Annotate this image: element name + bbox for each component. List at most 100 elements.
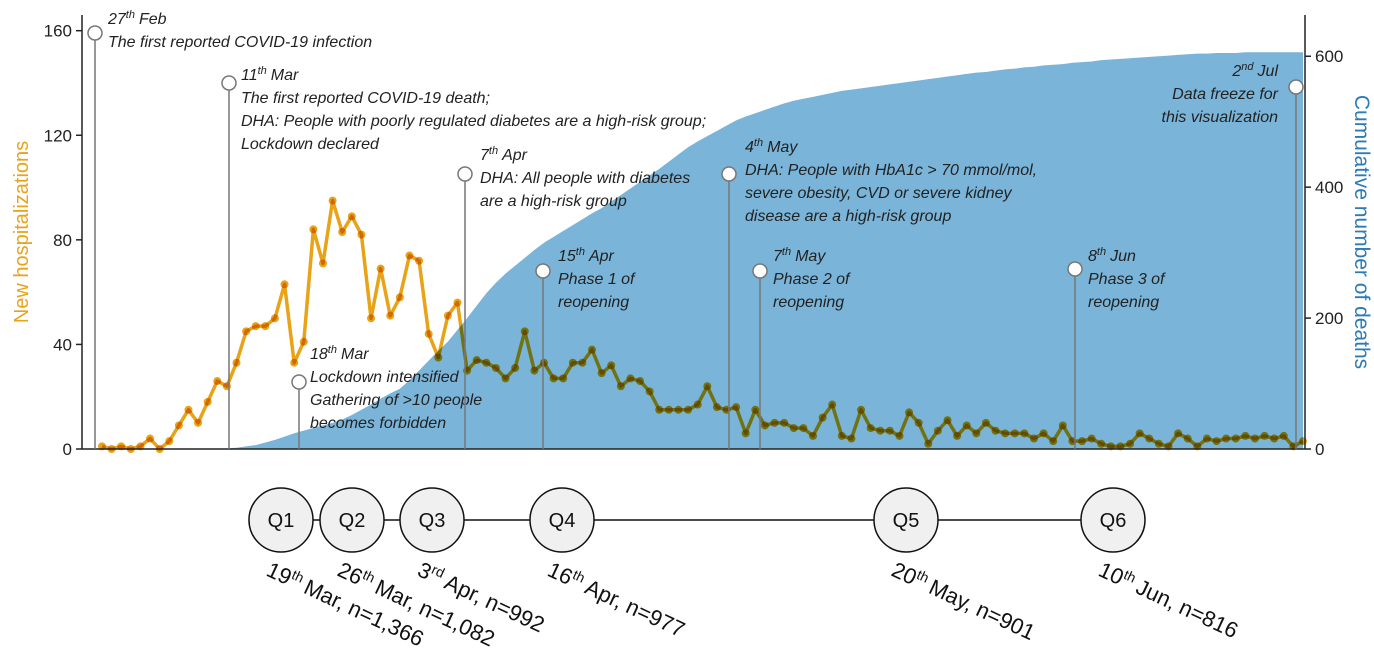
annotation-text: reopening: [558, 294, 629, 311]
annotation-month: Apr: [501, 147, 528, 164]
annotation-pin: [1288, 79, 1304, 95]
quarter-date: 20thMay, n=901: [888, 556, 1040, 645]
quarter-day: 20: [888, 557, 921, 590]
annotation-pin: [535, 263, 551, 279]
annotation-text: Phase 2 of: [773, 271, 851, 288]
hospitalization-point: [578, 358, 587, 367]
annotation-text: reopening: [1088, 294, 1159, 311]
hospitalization-point: [597, 369, 606, 378]
hospitalization-point: [770, 418, 779, 427]
hospitalization-point: [962, 421, 971, 430]
quarter-date: 16thApr, n=977: [544, 556, 689, 642]
y2-axis-title: Cumulative number of deaths: [1350, 95, 1373, 369]
hospitalization-point: [953, 431, 962, 440]
hospitalization-point: [395, 293, 404, 302]
annotation-text: Lockdown declared: [241, 136, 380, 153]
hospitalization-point: [1222, 434, 1231, 443]
hospitalization-point: [328, 196, 337, 205]
quarter-name: Q3: [419, 510, 446, 532]
annotation-text: this visualization: [1162, 109, 1279, 126]
hospitalization-point: [338, 228, 347, 236]
hospitalization-point: [203, 397, 212, 406]
hospitalization-point: [443, 311, 452, 320]
hospitalization-point: [367, 314, 376, 323]
y2-tick-label: 0: [1315, 440, 1324, 459]
hospitalization-point: [1279, 431, 1288, 440]
hospitalization-point: [1260, 431, 1269, 440]
annotation-pin: [752, 263, 768, 279]
annotation-text: DHA: People with HbA1c > 70 mmol/mol,: [745, 162, 1037, 179]
hospitalization-point: [732, 403, 741, 412]
hospitalization-point: [1250, 434, 1259, 443]
y2-tick-label: 400: [1315, 178, 1343, 197]
hospitalization-point: [1049, 437, 1058, 446]
hospitalization-point: [857, 405, 866, 414]
annotation-text: DHA: All people with diabetes: [480, 170, 690, 187]
annotation-day: 11: [241, 67, 258, 84]
annotation-day: 2: [1231, 63, 1241, 80]
quarter-day: 19: [263, 557, 296, 590]
annotation-day: 8: [1088, 248, 1097, 265]
quarter-text: May, n=901: [925, 574, 1039, 645]
annotation-text: are a high-risk group: [480, 193, 627, 210]
annotation-text: Lockdown intensified: [310, 369, 460, 386]
hospitalization-point: [376, 264, 385, 273]
quarter-day: 16: [544, 557, 577, 590]
quarter-text: Jun, n=816: [1132, 574, 1242, 643]
annotation-text: DHA: People with poorly regulated diabet…: [241, 113, 706, 130]
hospitalization-point: [780, 418, 789, 427]
annotation-date: 7th Apr: [480, 145, 528, 164]
hospitalization-point: [789, 424, 798, 433]
hospitalization-point: [146, 434, 155, 443]
hospitalization-point: [664, 405, 673, 414]
hospitalization-point: [299, 337, 308, 346]
annotation-date: 15th Apr: [558, 246, 615, 265]
quarter-name: Q4: [549, 510, 576, 532]
hospitalization-point: [895, 431, 904, 440]
hospitalization-point: [914, 418, 923, 427]
hospitalization-point: [539, 358, 548, 367]
hospitalization-point: [1020, 429, 1029, 438]
hospitalization-point: [511, 363, 520, 372]
hospitalization-point: [453, 298, 462, 307]
annotation-month: Jun: [1109, 248, 1136, 265]
annotation-suffix: th: [126, 9, 135, 21]
hospitalization-point: [559, 374, 568, 383]
hospitalization-point: [501, 374, 510, 383]
hospitalization-point: [174, 421, 183, 430]
hospitalization-point: [1001, 429, 1010, 438]
annotation-date: 18th Mar: [310, 344, 369, 363]
hospitalization-point: [165, 437, 174, 446]
annotation-date: 11th Mar: [241, 65, 299, 84]
hospitalization-point: [1010, 429, 1019, 438]
hospitalization-point: [616, 382, 625, 391]
annotation-date: 2nd Jul: [1231, 61, 1278, 80]
annotation-pin: [457, 166, 473, 182]
annotation-pin: [721, 166, 737, 182]
hospitalization-point: [712, 403, 721, 412]
annotation-suffix: th: [1097, 246, 1106, 258]
hospitalization-point: [1202, 434, 1211, 443]
hospitalization-point: [1097, 439, 1106, 448]
quarter-node: [1080, 487, 1146, 553]
hospitalization-point: [1145, 434, 1154, 443]
annotation-text: becomes forbidden: [310, 415, 446, 432]
hospitalization-point: [866, 424, 875, 433]
hospitalization-point: [626, 374, 635, 383]
hospitalization-point: [482, 358, 491, 367]
hospitalization-point: [232, 358, 241, 367]
annotation-day: 27: [107, 11, 127, 28]
hospitalization-point: [1039, 429, 1048, 438]
annotation-suffix: th: [754, 137, 763, 149]
y-tick-label: 40: [53, 335, 72, 354]
y-tick-label: 160: [44, 22, 72, 41]
hospitalization-point: [885, 426, 894, 435]
annotation-text: Data freeze for: [1172, 86, 1279, 103]
hospitalization-point: [655, 405, 664, 414]
hospitalization-point: [1241, 431, 1250, 440]
hospitalization-point: [933, 426, 942, 435]
hospitalization-point: [981, 418, 990, 427]
annotation-pin: [87, 25, 103, 41]
annotation-suffix: th: [782, 246, 791, 258]
